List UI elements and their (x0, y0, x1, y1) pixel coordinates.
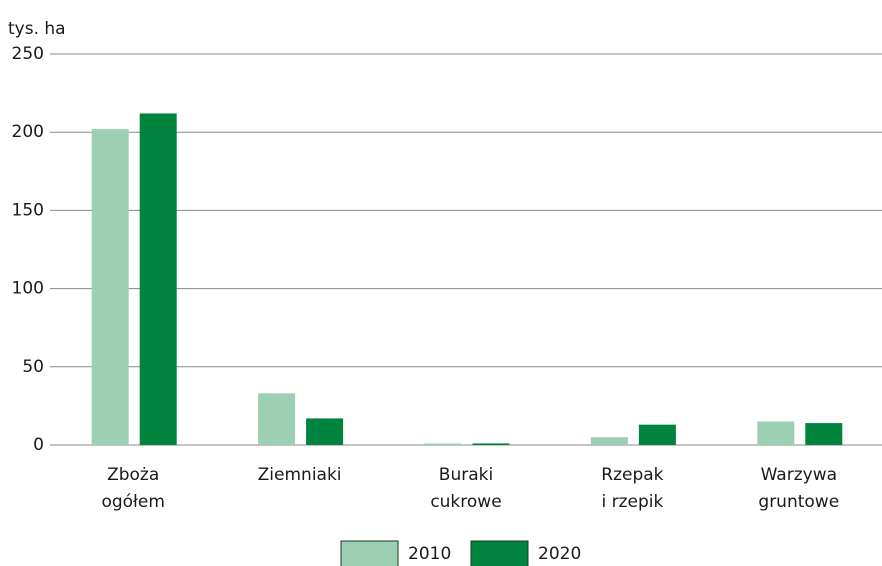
legend-swatch (470, 540, 529, 566)
y-tick-label: 250 (12, 44, 44, 64)
y-tick-label: 100 (12, 279, 44, 299)
bar (258, 393, 296, 445)
x-tick-label: Ziemniaki (258, 465, 342, 485)
legend-swatch (340, 540, 399, 566)
bar (638, 424, 676, 445)
y-axis-label: tys. ha (8, 19, 66, 39)
bar (805, 423, 843, 445)
x-tick-label: Warzywa gruntowe (758, 465, 839, 512)
bar (757, 421, 795, 445)
bar (91, 129, 129, 445)
legend-label: 2020 (538, 544, 581, 564)
x-tick-label: Zboża ogółem (101, 465, 164, 512)
bar (139, 113, 177, 445)
legend-label: 2010 (408, 544, 451, 564)
x-tick-label: Rzepak i rzepik (601, 465, 663, 512)
y-tick-label: 150 (12, 200, 44, 220)
bar (472, 443, 510, 445)
y-tick-label: 200 (12, 122, 44, 142)
bar (306, 418, 344, 445)
bar (590, 437, 628, 445)
y-tick-label: 50 (22, 357, 44, 377)
y-tick-label: 0 (33, 435, 44, 455)
x-tick-label: Buraki cukrowe (430, 465, 501, 512)
bar (424, 443, 462, 445)
